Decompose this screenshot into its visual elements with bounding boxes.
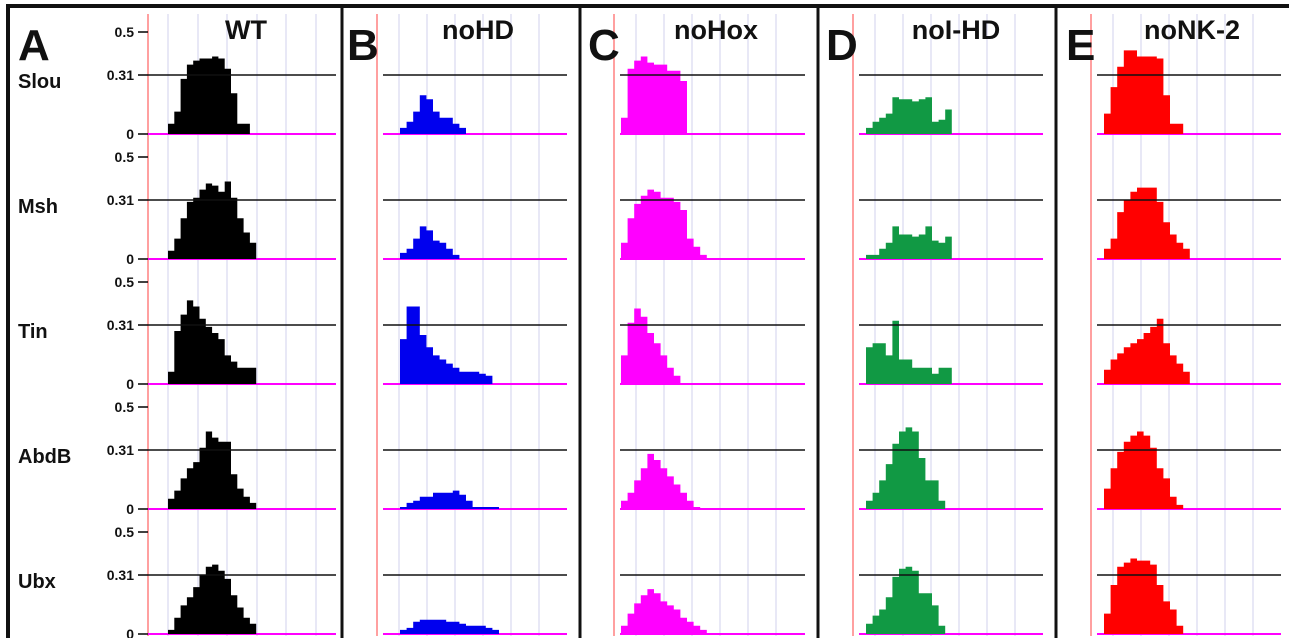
histogram-D-msh — [866, 226, 985, 259]
histogram-E-abdb — [1104, 431, 1223, 509]
row-label: Tin — [18, 321, 48, 343]
row-label: Msh — [18, 196, 58, 218]
y-tick-label: 0 — [126, 376, 134, 392]
histogram-A-msh — [168, 181, 282, 259]
panel-letter: B — [347, 21, 379, 70]
y-tick-label: 0 — [126, 126, 134, 142]
row-label: Slou — [18, 71, 61, 93]
histogram-C-tin — [621, 308, 740, 384]
panel-title: noI-HD — [912, 15, 1000, 45]
y-tick-label: 0.5 — [115, 524, 135, 540]
y-tick-label: 0.31 — [107, 567, 134, 583]
histogram-B-tin — [400, 306, 519, 384]
histogram-bars — [168, 50, 1223, 634]
histogram-B-slou — [400, 95, 519, 134]
row-label: AbdB — [18, 446, 71, 468]
y-tick-label: 0.5 — [115, 274, 135, 290]
y-tick-label: 0 — [126, 251, 134, 267]
histogram-E-tin — [1104, 318, 1223, 384]
panel-title: noHox — [674, 15, 758, 45]
panel-letter: E — [1066, 21, 1095, 70]
panel-title: noNK-2 — [1144, 15, 1240, 45]
y-tick-label: 0.5 — [115, 399, 135, 415]
histogram-B-msh — [400, 226, 519, 259]
histogram-D-ubx — [866, 566, 985, 634]
histogram-D-tin — [866, 320, 985, 384]
y-tick-label: 0.31 — [107, 192, 134, 208]
histogram-D-slou — [866, 97, 985, 134]
histogram-E-msh — [1104, 187, 1223, 259]
y-tick-label: 0 — [126, 626, 134, 638]
histogram-A-slou — [168, 56, 282, 134]
histogram-A-ubx — [168, 564, 282, 634]
histogram-C-slou — [621, 56, 740, 134]
y-tick-label: 0.5 — [115, 24, 135, 40]
histogram-C-abdb — [621, 453, 740, 509]
histogram-A-tin — [168, 300, 282, 384]
panel-frames — [6, 4, 1289, 638]
histogram-C-msh — [621, 189, 740, 259]
panel-letter: C — [588, 21, 620, 70]
histogram-E-ubx — [1104, 558, 1223, 634]
panel-title: WT — [225, 15, 267, 45]
histogram-C-ubx — [621, 589, 740, 634]
row-label: Ubx — [18, 571, 56, 593]
histogram-E-slou — [1104, 50, 1223, 134]
figure-frame — [6, 4, 1289, 638]
y-tick-label: 0 — [126, 501, 134, 517]
figure-labels: 0.5 0.31 0 0.5 0.31 0 0.5 0.31 0 0.5 0.31 0 0.5 0.31 0… — [18, 15, 1240, 638]
y-tick-label: 0.31 — [107, 442, 134, 458]
panel-title: noHD — [442, 15, 514, 45]
histogram-B-abdb — [400, 490, 519, 509]
y-tick-label: 0.5 — [115, 149, 135, 165]
histogram-B-ubx — [400, 619, 519, 634]
histogram-A-abdb — [168, 431, 282, 509]
histogram-D-abdb — [866, 427, 985, 509]
panel-letter: D — [826, 21, 858, 70]
panel-letter: A — [18, 21, 50, 70]
reference-lines — [148, 74, 1281, 576]
y-tick-label: 0.31 — [107, 317, 134, 333]
y-tick-label: 0.31 — [107, 67, 134, 83]
